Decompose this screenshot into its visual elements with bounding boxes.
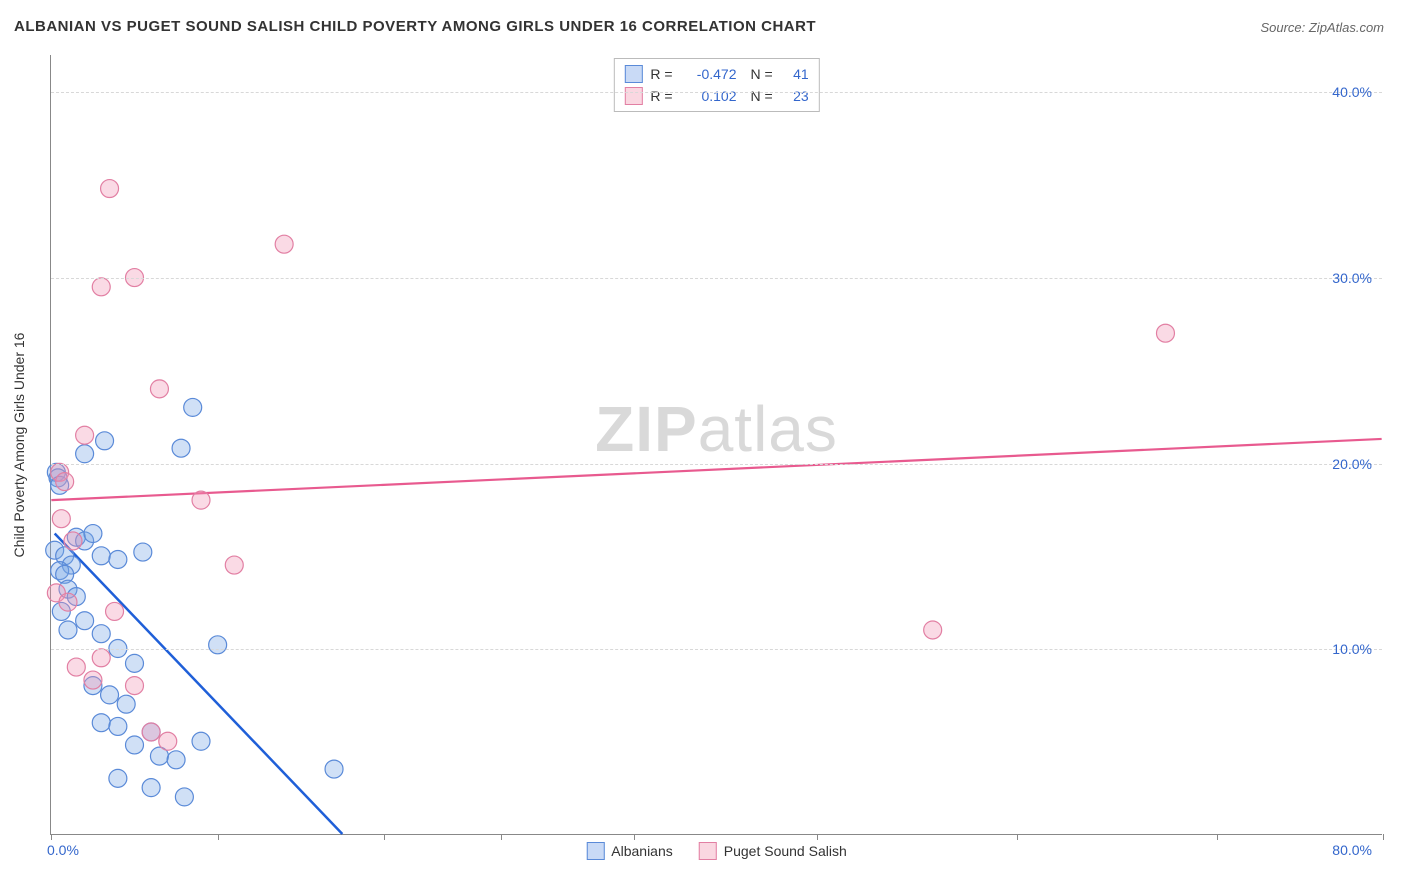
r-value-1: 0.102 <box>681 85 737 107</box>
plot-svg <box>51 55 1382 834</box>
source-label: Source: ZipAtlas.com <box>1260 20 1384 35</box>
data-point <box>59 593 77 611</box>
x-axis-min-label: 0.0% <box>47 842 79 858</box>
swatch-blue-icon <box>624 65 642 83</box>
x-tick <box>634 834 635 840</box>
x-tick <box>1383 834 1384 840</box>
x-tick <box>1017 834 1018 840</box>
chart-title: ALBANIAN VS PUGET SOUND SALISH CHILD POV… <box>14 18 816 35</box>
x-tick <box>817 834 818 840</box>
data-point <box>92 547 110 565</box>
data-point <box>109 717 127 735</box>
r-label: R = <box>650 63 672 85</box>
legend-item-puget: Puget Sound Salish <box>699 842 847 860</box>
y-tick-label: 20.0% <box>1332 456 1372 472</box>
data-point <box>92 278 110 296</box>
gridline-h <box>51 464 1382 465</box>
swatch-pink-icon <box>624 87 642 105</box>
data-point <box>84 525 102 543</box>
data-point <box>142 779 160 797</box>
x-tick <box>501 834 502 840</box>
data-point <box>924 621 942 639</box>
n-label: N = <box>751 63 773 85</box>
x-tick <box>384 834 385 840</box>
legend-stats-row-0: R = -0.472 N = 41 <box>624 63 808 85</box>
data-point <box>209 636 227 654</box>
data-point <box>64 532 82 550</box>
data-point <box>1156 324 1174 342</box>
data-point <box>175 788 193 806</box>
data-point <box>192 491 210 509</box>
data-point <box>67 658 85 676</box>
data-point <box>142 723 160 741</box>
x-axis-max-label: 80.0% <box>1332 842 1372 858</box>
data-point <box>184 398 202 416</box>
data-point <box>167 751 185 769</box>
swatch-pink-icon <box>699 842 717 860</box>
n-value-1: 23 <box>781 85 809 107</box>
data-point <box>275 235 293 253</box>
x-tick <box>1217 834 1218 840</box>
data-point <box>126 654 144 672</box>
trend-line <box>51 439 1381 500</box>
gridline-h <box>51 92 1382 93</box>
data-point <box>150 380 168 398</box>
legend-stats: R = -0.472 N = 41 R = 0.102 N = 23 <box>613 58 819 112</box>
data-point <box>92 714 110 732</box>
data-point <box>192 732 210 750</box>
y-axis-title: Child Poverty Among Girls Under 16 <box>11 332 27 557</box>
swatch-blue-icon <box>586 842 604 860</box>
data-point <box>117 695 135 713</box>
n-value-0: 41 <box>781 63 809 85</box>
data-point <box>172 439 190 457</box>
data-point <box>126 677 144 695</box>
data-point <box>325 760 343 778</box>
r-value-0: -0.472 <box>681 63 737 85</box>
data-point <box>101 686 119 704</box>
data-point <box>92 649 110 667</box>
gridline-h <box>51 649 1382 650</box>
n-label: N = <box>751 85 773 107</box>
plot-area: Child Poverty Among Girls Under 16 ZIPat… <box>50 55 1382 835</box>
data-point <box>52 510 70 528</box>
legend-series: Albanians Puget Sound Salish <box>586 842 846 860</box>
data-point <box>56 473 74 491</box>
y-tick-label: 40.0% <box>1332 84 1372 100</box>
data-point <box>76 426 94 444</box>
data-point <box>76 612 94 630</box>
y-tick-label: 10.0% <box>1332 641 1372 657</box>
legend-item-albanians: Albanians <box>586 842 673 860</box>
data-point <box>92 625 110 643</box>
r-label: R = <box>650 85 672 107</box>
data-point <box>126 736 144 754</box>
legend-stats-row-1: R = 0.102 N = 23 <box>624 85 808 107</box>
x-tick <box>51 834 52 840</box>
data-point <box>109 551 127 569</box>
data-point <box>84 671 102 689</box>
legend-label-1: Puget Sound Salish <box>724 843 847 859</box>
y-tick-label: 30.0% <box>1332 270 1372 286</box>
data-point <box>159 732 177 750</box>
data-point <box>101 180 119 198</box>
data-point <box>225 556 243 574</box>
x-tick <box>218 834 219 840</box>
data-point <box>134 543 152 561</box>
data-point <box>76 445 94 463</box>
gridline-h <box>51 278 1382 279</box>
data-point <box>106 602 124 620</box>
legend-label-0: Albanians <box>611 843 673 859</box>
data-point <box>96 432 114 450</box>
data-point <box>109 769 127 787</box>
data-point <box>59 621 77 639</box>
